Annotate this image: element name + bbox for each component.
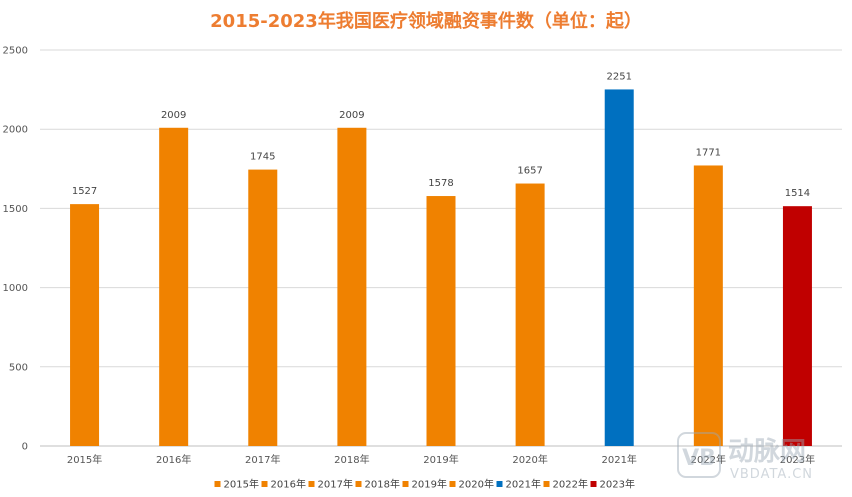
data-label: 2251 <box>606 71 631 82</box>
y-axis: 0 500 1000 1500 2000 2500 <box>3 46 28 453</box>
data-label: 1771 <box>696 147 721 158</box>
x-tick-label: 2022年 <box>691 453 726 466</box>
x-tick-label: 2019年 <box>423 453 458 466</box>
data-label: 1527 <box>72 186 97 197</box>
watermark-cn: 动脉网 <box>728 437 806 467</box>
bar <box>604 89 634 447</box>
x-tick-label: 2017年 <box>245 453 280 466</box>
watermark-logo-box <box>677 432 721 478</box>
bars: 1527 2009 1745 2009 1578 1657 2251 1771 1514 <box>70 71 812 447</box>
legend: 2015年 2016年 2017年 2018年 2019年 2020年 2021年 2022年… <box>214 478 635 491</box>
bar <box>782 206 812 446</box>
legend-label: 2020年 <box>459 478 494 491</box>
y-tick-label: 500 <box>9 362 28 373</box>
bar <box>426 196 456 446</box>
watermark-logo: VB <box>682 446 716 471</box>
bar <box>159 127 189 446</box>
bar <box>515 183 545 447</box>
x-tick-label: 2018年 <box>334 453 369 466</box>
data-label: 2009 <box>161 110 186 121</box>
watermark-en: VBDATA.CN <box>730 467 813 482</box>
y-tick-label: 2500 <box>3 46 28 57</box>
y-tick-label: 0 <box>22 442 28 453</box>
x-tick-label: 2021年 <box>601 453 636 466</box>
legend-swatch <box>402 481 409 487</box>
x-tick-label: 2015年 <box>67 453 102 466</box>
watermark: VB 动脉网 VBDATA.CN <box>677 432 813 482</box>
bar <box>70 204 100 446</box>
legend-swatch <box>590 481 597 487</box>
legend-label: 2018年 <box>365 478 400 491</box>
data-label: 1578 <box>428 178 453 189</box>
x-tick-label: 2016年 <box>156 453 191 466</box>
bar <box>248 169 278 447</box>
x-tick-label: 2020年 <box>512 453 547 466</box>
legend-label: 2017年 <box>318 478 353 491</box>
data-label: 2009 <box>339 110 364 121</box>
legend-label: 2022年 <box>553 478 588 491</box>
legend-swatch <box>308 481 315 487</box>
legend-swatch <box>449 481 456 487</box>
legend-label: 2023年 <box>600 478 635 491</box>
bar <box>337 127 367 446</box>
legend-label: 2021年 <box>506 478 541 491</box>
legend-label: 2016年 <box>271 478 306 491</box>
data-label: 1514 <box>785 188 810 199</box>
chart-title: 2015-2023年我国医疗领域融资事件数（单位：起） <box>210 10 642 32</box>
legend-swatch <box>214 481 221 487</box>
legend-swatch <box>355 481 362 487</box>
x-axis: 2015年 2016年 2017年 2018年 2019年 2020年 2021年 2022年… <box>67 453 815 466</box>
y-tick-label: 2000 <box>3 125 28 136</box>
legend-swatch <box>496 481 503 487</box>
legend-swatch <box>261 481 268 487</box>
legend-swatch <box>543 481 550 487</box>
y-tick-label: 1500 <box>3 204 28 215</box>
legend-label: 2019年 <box>412 478 447 491</box>
legend-label: 2015年 <box>224 478 259 491</box>
bar <box>693 165 723 446</box>
y-tick-label: 1000 <box>3 283 28 294</box>
x-tick-label: 2023年 <box>780 453 815 466</box>
data-label: 1657 <box>517 166 542 177</box>
data-label: 1745 <box>250 152 275 163</box>
